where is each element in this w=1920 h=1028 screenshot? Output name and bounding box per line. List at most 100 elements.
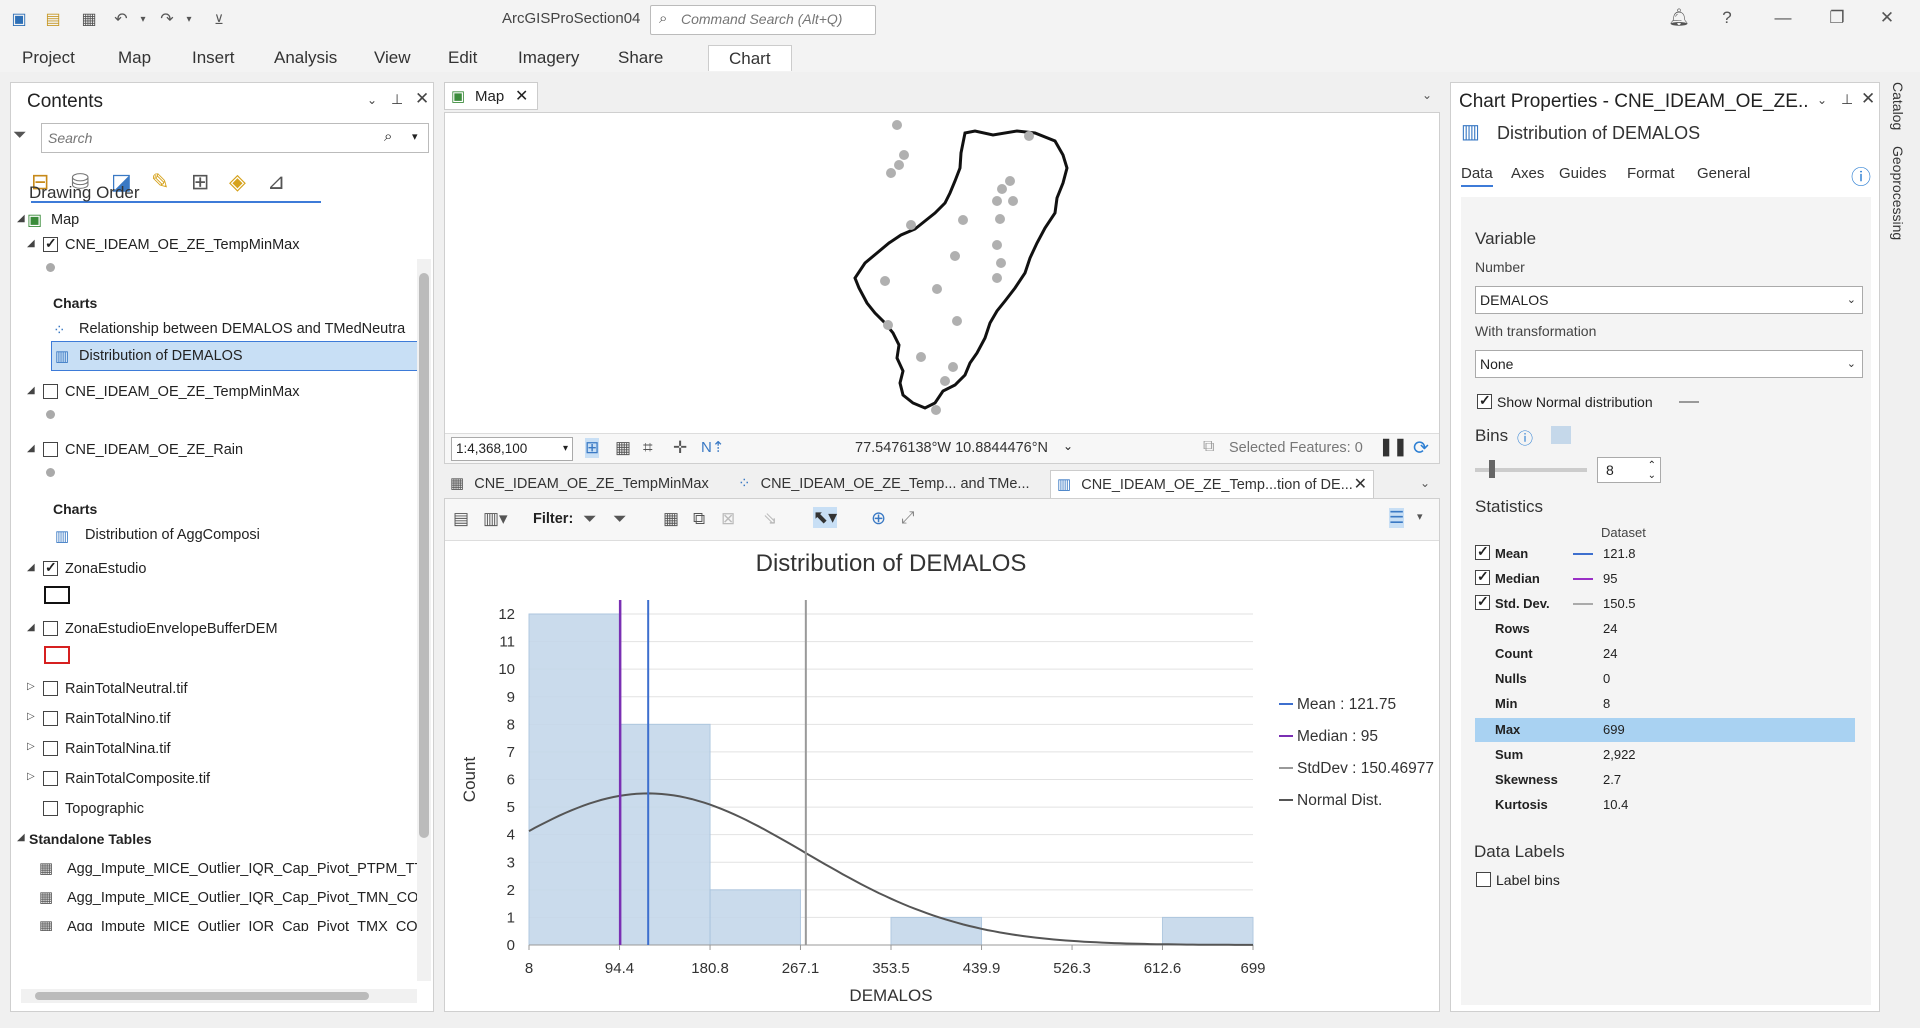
list-by-snapping-icon[interactable]: ⊞: [191, 169, 210, 194]
full-extent-icon[interactable]: ⤢: [901, 508, 915, 527]
number-dropdown[interactable]: DEMALOS ⌄: [1475, 286, 1863, 314]
doc-tab-histogram[interactable]: ▥ CNE_IDEAM_OE_ZE_Temp...tion of DE... ✕: [1050, 470, 1374, 498]
tree-table-1[interactable]: Agg_Impute_MICE_Outlier_IQR_Cap_Pivot_PT…: [67, 861, 422, 877]
tree-table-3[interactable]: Agg_Impute_MICE_Outlier_IQR_Cap_Pivot_TM…: [67, 919, 422, 931]
tree-layer-rainneutral[interactable]: RainTotalNeutral.tif: [65, 681, 188, 697]
geoprocessing-side-tab[interactable]: Geoprocessing: [1890, 146, 1906, 241]
doc-tab-table[interactable]: ▦ CNE_IDEAM_OE_ZE_TempMinMax: [444, 470, 728, 498]
close-window-icon[interactable]: ✕: [1879, 8, 1895, 27]
chevron-down-icon[interactable]: ▾: [412, 131, 418, 143]
crosshair-icon[interactable]: ✛: [673, 438, 688, 457]
scrollbar-thumb[interactable]: [35, 992, 369, 1000]
tab-guides[interactable]: Guides: [1559, 165, 1607, 182]
list-by-editing-icon[interactable]: ✎: [151, 169, 170, 194]
mean-checkbox[interactable]: [1475, 543, 1490, 560]
doc-tab-scatter[interactable]: ⁘ CNE_IDEAM_OE_ZE_Temp... and TMe...: [732, 470, 1046, 498]
layer-visibility-checkbox[interactable]: [43, 384, 58, 399]
close-pane-icon[interactable]: ✕: [415, 89, 430, 108]
layer-visibility-checkbox[interactable]: [43, 442, 58, 457]
pin-icon[interactable]: ⊥: [391, 91, 404, 107]
tab-imagery[interactable]: Imagery: [518, 48, 580, 67]
refresh-icon[interactable]: ⟳: [1413, 438, 1429, 459]
legend-toggle-icon[interactable]: ☰: [1389, 508, 1405, 528]
collapse-icon[interactable]: ◢: [17, 213, 25, 224]
transform-dropdown[interactable]: None ⌄: [1475, 350, 1863, 378]
tree-layer-tempminmax[interactable]: CNE_IDEAM_OE_ZE_TempMinMax: [65, 237, 300, 253]
tree-layer-tempminmax-2[interactable]: CNE_IDEAM_OE_ZE_TempMinMax: [65, 384, 300, 400]
layer-visibility-checkbox[interactable]: [43, 559, 58, 576]
list-by-perspective-icon[interactable]: ⊿: [267, 169, 286, 194]
list-by-data-source-icon[interactable]: ⛁: [71, 169, 90, 194]
help-icon[interactable]: ⓘ: [1851, 167, 1871, 189]
label-bins-checkbox[interactable]: [1476, 872, 1491, 887]
scrollbar-thumb[interactable]: [419, 273, 429, 838]
north-arrow-icon[interactable]: N⇡: [701, 439, 725, 456]
tree-layer-rainnino[interactable]: RainTotalNino.tif: [65, 711, 171, 727]
tree-layer-topographic[interactable]: Topographic: [65, 801, 144, 817]
redo-dropdown-icon[interactable]: ▾: [186, 14, 192, 25]
collapse-icon[interactable]: ◢: [27, 443, 35, 454]
collapse-icon[interactable]: ◢: [27, 238, 35, 249]
tree-map[interactable]: Map: [51, 212, 80, 228]
layer-visibility-checkbox[interactable]: [43, 621, 58, 636]
collapse-icon[interactable]: ◢: [27, 622, 35, 633]
command-search[interactable]: ⌕: [650, 5, 876, 35]
command-search-input[interactable]: [679, 10, 869, 28]
minimize-icon[interactable]: —: [1774, 8, 1792, 27]
tree-chart-relationship[interactable]: Relationship between DEMALOS and TMedNeu…: [79, 321, 406, 337]
chart-properties-icon[interactable]: ▤: [453, 509, 470, 528]
tab-edit[interactable]: Edit: [448, 48, 478, 67]
new-project-icon[interactable]: ▣: [11, 11, 27, 28]
filter-selection-icon[interactable]: ⏷: [613, 509, 627, 528]
info-icon[interactable]: ⓘ: [1517, 431, 1534, 448]
customize-toolbar-icon[interactable]: ⊻: [214, 12, 224, 27]
tree-layer-raincomposite[interactable]: RainTotalComposite.tif: [65, 771, 211, 787]
undo-icon[interactable]: ↶: [114, 11, 128, 28]
switch-selection-icon[interactable]: ⧉: [693, 509, 706, 528]
horizontal-scrollbar[interactable]: [21, 989, 417, 1003]
pane-menu-icon[interactable]: ⌄: [1817, 93, 1828, 107]
zoom-icon[interactable]: ⊕: [871, 508, 887, 528]
tab-chart[interactable]: Chart: [708, 45, 792, 71]
attribute-table-icon[interactable]: ▦: [663, 509, 680, 528]
snapping-icon[interactable]: ⌗: [643, 438, 653, 457]
notifications-icon[interactable]: 🔔︎: [1668, 8, 1690, 27]
show-normal-checkbox[interactable]: [1477, 392, 1492, 409]
filter-icon[interactable]: ⏷: [13, 125, 27, 144]
selected-chart-highlight[interactable]: [51, 341, 421, 371]
save-project-icon[interactable]: ▦: [81, 11, 97, 28]
tree-layer-rain[interactable]: CNE_IDEAM_OE_ZE_Rain: [65, 442, 244, 458]
pause-icon[interactable]: ❚❚: [1379, 437, 1408, 456]
tab-general[interactable]: General: [1697, 165, 1751, 182]
expand-icon[interactable]: ▷: [27, 681, 35, 692]
list-by-drawing-order-icon[interactable]: ⊟: [31, 169, 50, 194]
layer-visibility-checkbox[interactable]: [43, 741, 58, 756]
add-chart-icon[interactable]: ▥▾: [483, 509, 508, 528]
map-view-tab[interactable]: ▣ Map ✕: [444, 82, 538, 110]
tree-chart-aggcomposi[interactable]: Distribution of AggComposi: [85, 527, 260, 543]
tree-layer-envelope[interactable]: ZonaEstudioEnvelopeBufferDEM: [65, 621, 278, 637]
tab-view[interactable]: View: [374, 48, 411, 67]
undo-dropdown-icon[interactable]: ▾: [140, 14, 146, 25]
select-tool-icon[interactable]: ⬉▾: [813, 507, 838, 528]
redo-icon[interactable]: ↷: [160, 11, 174, 28]
chevron-down-icon[interactable]: ⌄: [1063, 439, 1074, 453]
pane-menu-icon[interactable]: ⌄: [367, 93, 378, 107]
layer-visibility-checkbox[interactable]: [43, 771, 58, 786]
bins-slider-track[interactable]: [1475, 468, 1587, 472]
tree-layer-zonaestudio[interactable]: ZonaEstudio: [65, 561, 147, 577]
bin-color-swatch[interactable]: [1551, 426, 1571, 444]
tab-share[interactable]: Share: [618, 48, 664, 67]
expand-icon[interactable]: ▷: [27, 771, 35, 782]
collapse-icon[interactable]: ◢: [17, 832, 25, 843]
chevron-down-icon[interactable]: ⌄: [1422, 88, 1433, 102]
open-project-icon[interactable]: ▤: [45, 11, 61, 28]
clear-selection-icon[interactable]: ⊠: [721, 509, 736, 528]
tab-data[interactable]: Data: [1461, 165, 1493, 187]
restore-icon[interactable]: ❐: [1829, 8, 1845, 27]
layer-visibility-checkbox[interactable]: [43, 801, 58, 816]
help-icon[interactable]: ?: [1722, 8, 1732, 27]
decrement-icon[interactable]: ⌄: [1647, 470, 1656, 481]
expand-icon[interactable]: ▷: [27, 741, 35, 752]
tab-format[interactable]: Format: [1627, 165, 1675, 182]
